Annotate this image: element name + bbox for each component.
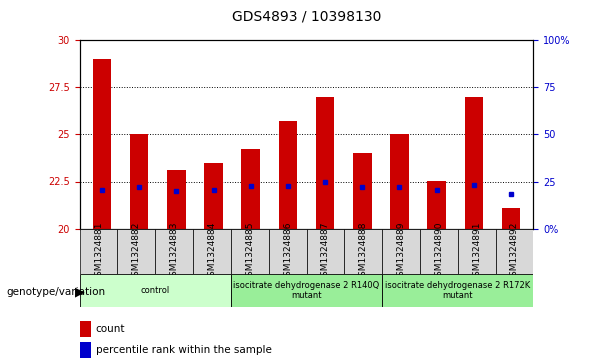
Bar bbox=[268, 229, 306, 274]
Bar bbox=[316, 97, 334, 229]
Bar bbox=[80, 274, 231, 307]
Text: GSM1324882: GSM1324882 bbox=[132, 221, 141, 282]
Bar bbox=[80, 321, 91, 337]
Bar bbox=[155, 229, 193, 274]
Text: GDS4893 / 10398130: GDS4893 / 10398130 bbox=[232, 9, 381, 23]
Bar bbox=[427, 182, 446, 229]
Text: GSM1324888: GSM1324888 bbox=[359, 221, 368, 282]
Text: genotype/variation: genotype/variation bbox=[6, 287, 105, 297]
Text: GSM1324881: GSM1324881 bbox=[94, 221, 103, 282]
Text: GSM1324889: GSM1324889 bbox=[397, 221, 406, 282]
Text: count: count bbox=[96, 324, 125, 334]
Bar bbox=[495, 229, 533, 274]
Bar bbox=[306, 229, 345, 274]
Text: isocitrate dehydrogenase 2 R140Q
mutant: isocitrate dehydrogenase 2 R140Q mutant bbox=[234, 281, 379, 300]
Bar bbox=[118, 229, 155, 274]
Bar bbox=[390, 134, 409, 229]
Text: ▶: ▶ bbox=[75, 286, 85, 299]
Bar bbox=[458, 229, 495, 274]
Bar bbox=[80, 342, 91, 358]
Bar bbox=[501, 208, 520, 229]
Bar bbox=[279, 121, 297, 229]
Bar bbox=[465, 97, 483, 229]
Bar bbox=[382, 229, 420, 274]
Bar bbox=[242, 150, 260, 229]
Text: control: control bbox=[140, 286, 170, 295]
Bar bbox=[130, 134, 148, 229]
Bar bbox=[353, 153, 371, 229]
Bar bbox=[80, 229, 118, 274]
Bar bbox=[231, 229, 268, 274]
Bar bbox=[382, 274, 533, 307]
Bar bbox=[204, 163, 223, 229]
Text: GSM1324890: GSM1324890 bbox=[434, 221, 443, 282]
Text: GSM1324886: GSM1324886 bbox=[283, 221, 292, 282]
Bar bbox=[193, 229, 231, 274]
Text: GSM1324885: GSM1324885 bbox=[245, 221, 254, 282]
Text: percentile rank within the sample: percentile rank within the sample bbox=[96, 345, 272, 355]
Text: GSM1324884: GSM1324884 bbox=[207, 221, 216, 282]
Bar bbox=[167, 170, 186, 229]
Text: isocitrate dehydrogenase 2 R172K
mutant: isocitrate dehydrogenase 2 R172K mutant bbox=[385, 281, 530, 300]
Bar bbox=[231, 274, 382, 307]
Text: GSM1324892: GSM1324892 bbox=[510, 221, 519, 282]
Bar bbox=[420, 229, 458, 274]
Bar bbox=[345, 229, 382, 274]
Text: GSM1324883: GSM1324883 bbox=[170, 221, 179, 282]
Bar bbox=[93, 59, 112, 229]
Text: GSM1324891: GSM1324891 bbox=[472, 221, 481, 282]
Text: GSM1324887: GSM1324887 bbox=[321, 221, 330, 282]
